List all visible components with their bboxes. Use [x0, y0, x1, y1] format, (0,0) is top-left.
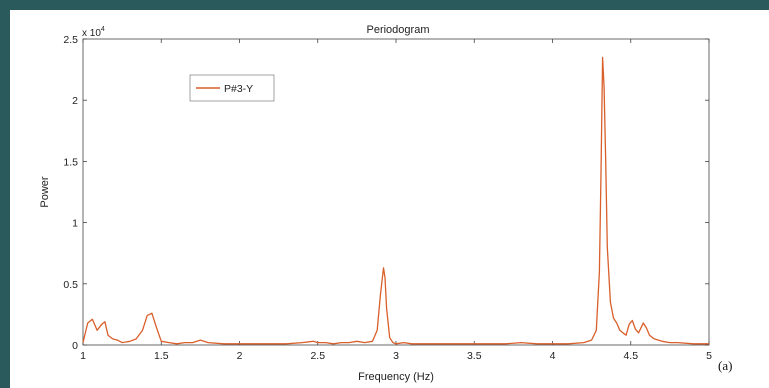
chart-title: Periodogram: [367, 24, 430, 36]
y-tick-label: 2.5: [63, 34, 78, 46]
x-tick-label: 4.5: [623, 350, 638, 362]
legend-label: P#3-Y: [224, 83, 253, 95]
exponent-label: x 104: [82, 26, 105, 39]
x-tick-label: 1: [80, 350, 86, 362]
x-tick-label: 2: [237, 350, 243, 362]
x-axis-label: Frequency (Hz): [358, 371, 434, 383]
y-axis-ticks: 0 0.5 1 1.5 2 2.5: [63, 34, 709, 352]
x-tick-label: 3.5: [467, 350, 482, 362]
y-tick-label: 1.5: [63, 156, 78, 168]
x-tick-label: 4: [550, 350, 556, 362]
y-tick-label: 0.5: [63, 279, 78, 291]
x-tick-label: 3: [393, 350, 399, 362]
series-layer: [82, 56, 709, 345]
plot-area: [82, 38, 710, 346]
y-axis-label: Power: [39, 176, 51, 208]
periodogram-chart: Periodogram x 104 1 1.5 2 2.5 3 3.5 4 4.5 5 0 0.5…: [39, 24, 732, 383]
y-tick-label: 1: [72, 218, 78, 230]
x-axis-ticks: 1 1.5 2 2.5 3 3.5 4 4.5 5: [80, 39, 712, 362]
figure-frame: Periodogram x 104 1 1.5 2 2.5 3 3.5 4 4.5 5 0 0.5…: [10, 10, 769, 388]
series-line-p3-y: [82, 56, 709, 345]
panel-label: (a): [718, 358, 732, 373]
x-tick-label: 2.5: [310, 350, 325, 362]
x-tick-label: 5: [706, 350, 712, 362]
y-tick-label: 2: [72, 95, 78, 107]
y-tick-label: 0: [72, 340, 78, 352]
x-tick-label: 1.5: [154, 350, 169, 362]
legend: P#3-Y: [189, 74, 275, 102]
